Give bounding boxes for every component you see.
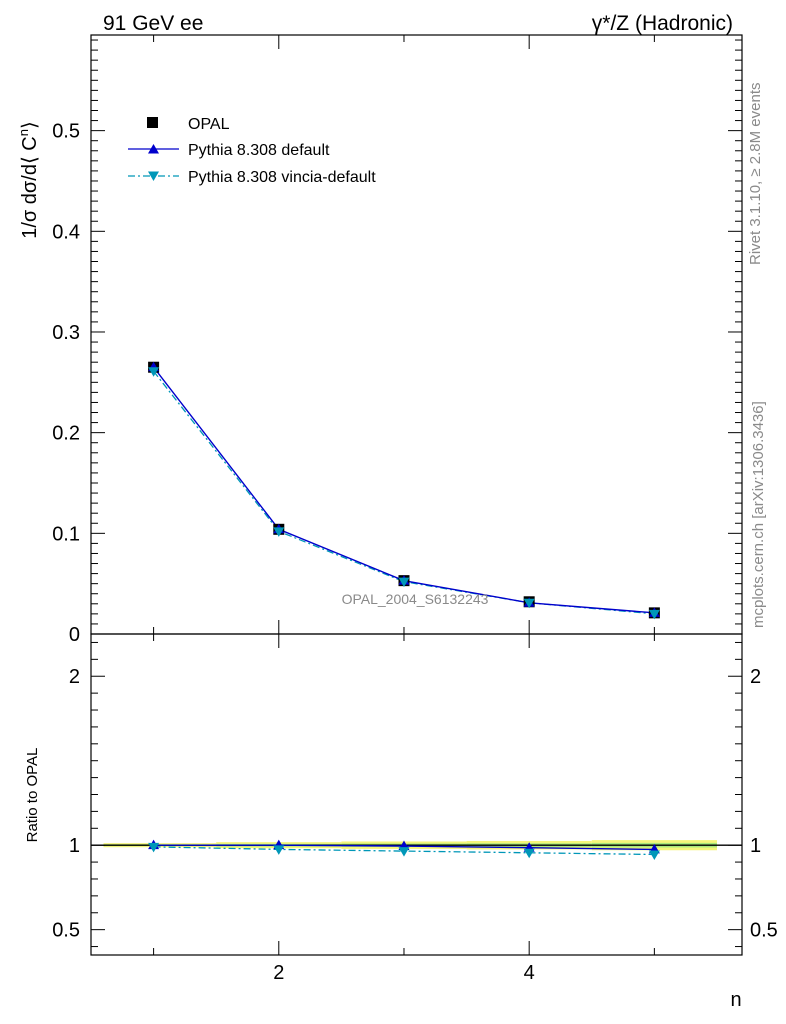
ratio-vincia-point [648,850,660,860]
main-y-tick-label: 0.2 [52,423,80,445]
ratio-vincia-point [273,845,285,855]
x-axis-label: n [730,989,741,1011]
main-y-axis-label: 1/σ dσ/d⟨ Cn⟩ [16,121,41,239]
vincia-point [273,527,285,537]
vincia-point [523,598,535,609]
main-plot-panel: 0 0.1 0.2 0.3 0.4 0.5 [52,34,743,646]
main-y-tick-label: 0.1 [52,523,80,545]
main-y-tick-label: 0.5 [52,121,80,143]
main-y-tick-label: 0 [69,624,80,646]
x-tick-label: 2 [273,962,284,984]
legend: OPAL Pythia 8.308 default Pythia 8.308 v… [128,116,376,186]
ratio-y-tick-label-right: 1 [750,835,761,857]
header-left-title: 91 GeV ee [103,12,203,35]
legend-opal-marker [147,117,158,128]
header-right-title: γ*/Z (Hadronic) [592,12,733,35]
ratio-vincia-point [398,847,410,857]
legend-opal-label: OPAL [188,116,230,133]
ratio-y-tick-label-right: 2 [750,666,761,688]
vincia-series-line [153,370,655,615]
analysis-label: OPAL_2004_S6132243 [342,591,489,607]
ratio-y-axis-label: Ratio to OPAL [24,748,41,843]
vincia-point [648,609,660,620]
legend-vincia-label: Pythia 8.308 vincia-default [188,169,376,186]
legend-default-label: Pythia 8.308 default [188,142,330,159]
ratio-y-tick-label-right: 0.5 [750,920,778,942]
mcplots-label: mcplots.cern.ch [arXiv:1306.3436] [750,401,767,628]
rivet-version-label: Rivet 3.1.10, ≥ 2.8M events [747,83,764,266]
vincia-point [148,367,160,377]
ratio-vincia-point [148,842,160,853]
ratio-vincia-point [523,848,535,859]
legend-default-marker [148,144,159,154]
main-y-tick-label: 0.4 [52,221,80,243]
ratio-y-tick-label-left: 0.5 [52,920,80,942]
ratio-plot-panel: 2 4 0.5 0.5 1 1 2 2 [52,633,778,984]
x-tick-label: 4 [524,962,535,984]
legend-vincia-marker [148,171,159,181]
ratio-plot-frame [90,633,743,956]
ratio-y-tick-label-left: 2 [69,666,80,688]
vincia-point [398,577,410,588]
ratio-y-tick-label-left: 1 [69,835,80,857]
main-y-tick-label: 0.3 [52,322,80,344]
